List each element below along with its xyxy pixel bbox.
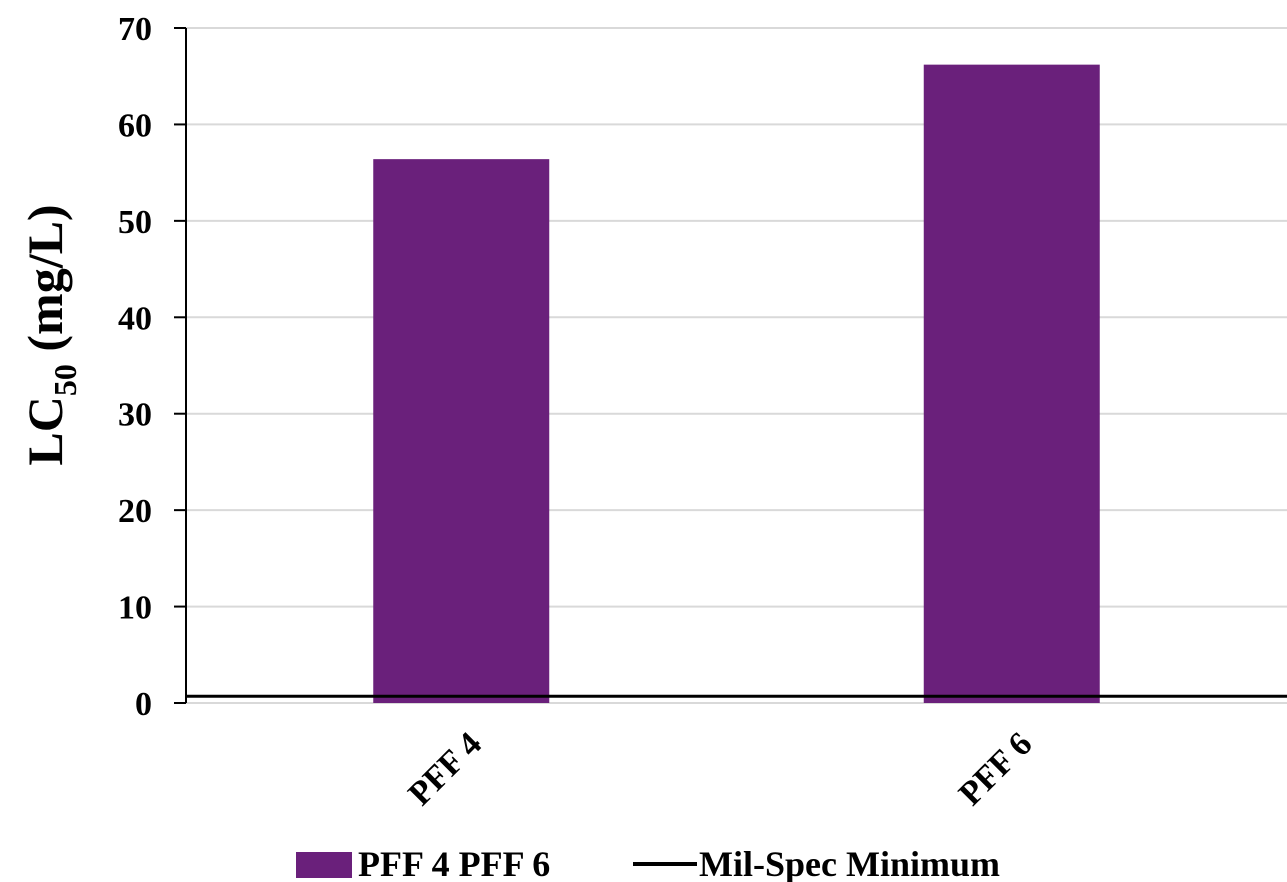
- y-tick-label: 70: [118, 11, 152, 48]
- y-tick-label: 20: [118, 493, 152, 530]
- legend-label-line: Mil-Spec Minimum: [699, 844, 1000, 882]
- bar-pff-6: [924, 65, 1100, 703]
- y-tick-label: 50: [118, 204, 152, 241]
- x-category-label: PFF 4: [402, 725, 489, 812]
- y-axis-label: LC50 (mg/L): [17, 204, 83, 465]
- y-tick-label: 30: [118, 397, 152, 434]
- y-tick-label: 0: [135, 686, 152, 723]
- y-tick-labels: 0 10 20 30 40 50 60 70: [118, 11, 152, 723]
- y-tick-label: 40: [118, 300, 152, 337]
- bar-pff-4: [373, 159, 549, 703]
- y-axis: [174, 28, 186, 703]
- gridlines: [186, 28, 1287, 703]
- y-tick-label: 10: [118, 590, 152, 627]
- x-category-labels: PFF 4 PFF 6: [402, 725, 1040, 812]
- legend-label-bars: PFF 4 PFF 6: [358, 844, 550, 882]
- legend-swatch-bar: [296, 852, 352, 878]
- y-tick-label: 60: [118, 107, 152, 144]
- legend: PFF 4 PFF 6 Mil-Spec Minimum: [296, 844, 1000, 882]
- x-category-label: PFF 6: [952, 725, 1039, 812]
